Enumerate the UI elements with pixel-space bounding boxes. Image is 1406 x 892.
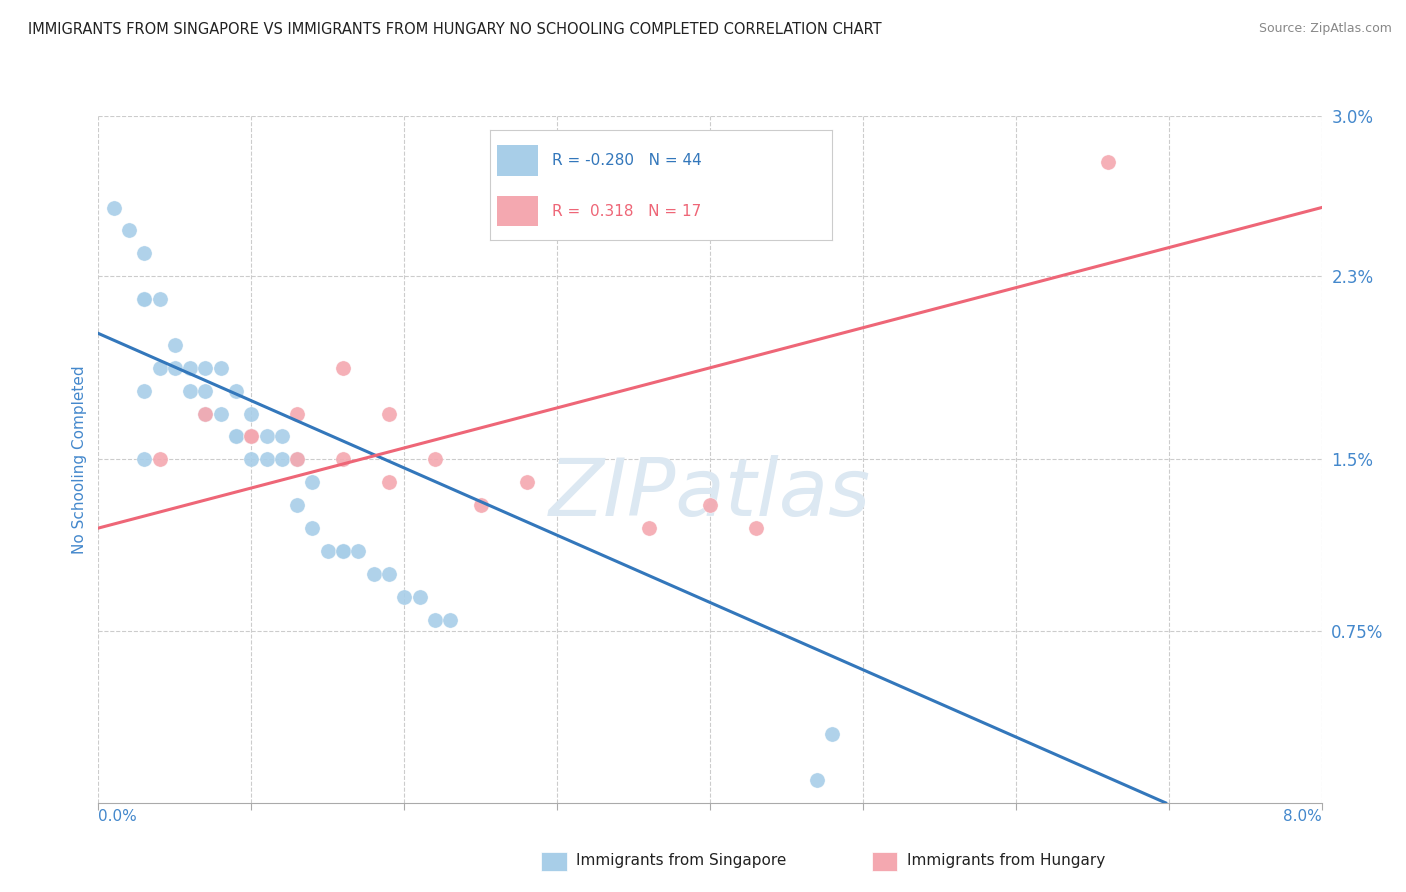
Point (256, 429, 278, 443)
Point (332, 544, 354, 558)
Point (516, 475, 538, 490)
Point (240, 429, 263, 443)
Point (225, 384, 247, 398)
Point (163, 360, 186, 375)
Text: Source: ZipAtlas.com: Source: ZipAtlas.com (1258, 22, 1392, 36)
Point (103, 201, 125, 215)
Text: IMMIGRANTS FROM SINGAPORE VS IMMIGRANTS FROM HUNGARY NO SCHOOLING COMPLETED CORR: IMMIGRANTS FROM SINGAPORE VS IMMIGRANTS … (28, 22, 882, 37)
Point (194, 360, 217, 375)
Point (423, 452, 446, 467)
Point (194, 384, 217, 398)
Point (209, 407, 232, 421)
Text: 0.0%: 0.0% (98, 809, 138, 824)
Point (134, 452, 156, 467)
Point (332, 452, 354, 467)
Point (423, 613, 446, 627)
Point (134, 292, 156, 306)
Point (1097, 154, 1119, 169)
Point (378, 566, 401, 581)
Y-axis label: No Schooling Completed: No Schooling Completed (72, 365, 87, 554)
Point (745, 521, 768, 535)
Point (470, 498, 492, 512)
Point (285, 452, 308, 467)
Point (149, 452, 172, 467)
Point (821, 727, 844, 741)
Text: Immigrants from Hungary: Immigrants from Hungary (907, 854, 1105, 868)
Point (134, 246, 156, 260)
Point (194, 407, 217, 421)
Point (316, 544, 339, 558)
Point (179, 360, 201, 375)
Point (134, 292, 156, 306)
Point (149, 292, 172, 306)
Point (408, 590, 430, 604)
Point (270, 452, 294, 467)
Point (806, 772, 828, 787)
Point (347, 544, 370, 558)
Point (240, 407, 263, 421)
Point (209, 360, 232, 375)
Point (256, 452, 278, 467)
Point (285, 407, 308, 421)
Text: ZIPatlas: ZIPatlas (548, 455, 872, 533)
Point (285, 452, 308, 467)
Point (699, 498, 721, 512)
Point (240, 452, 263, 467)
Text: Immigrants from Singapore: Immigrants from Singapore (576, 854, 787, 868)
Point (240, 429, 263, 443)
Point (332, 544, 354, 558)
Point (301, 521, 323, 535)
Point (285, 498, 308, 512)
Point (301, 475, 323, 490)
Point (363, 566, 385, 581)
Point (225, 429, 247, 443)
Point (392, 590, 416, 604)
Text: 8.0%: 8.0% (1282, 809, 1322, 824)
Point (378, 407, 401, 421)
Point (332, 360, 354, 375)
Point (134, 384, 156, 398)
Point (225, 429, 247, 443)
Point (439, 613, 461, 627)
Point (378, 475, 401, 490)
Point (179, 384, 201, 398)
Point (637, 521, 661, 535)
Point (163, 338, 186, 352)
Point (194, 407, 217, 421)
Point (240, 429, 263, 443)
Point (149, 360, 172, 375)
Point (270, 429, 294, 443)
Point (118, 223, 141, 237)
